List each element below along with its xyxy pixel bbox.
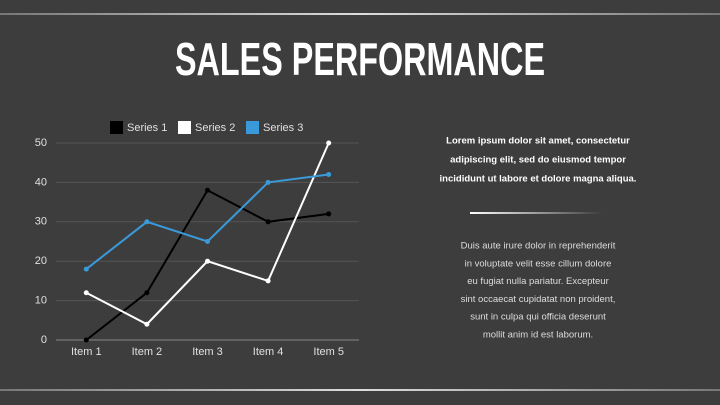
point [326, 172, 332, 178]
summary-line: Lorem ipsum dolor sit amet, consectetur [446, 136, 630, 147]
point [326, 140, 332, 146]
body-line: sunt in culpa qui officia deserunt [470, 312, 606, 323]
x-tick-label: Item 2 [132, 346, 163, 358]
legend-swatch [110, 121, 123, 134]
bottom-rule [0, 389, 720, 391]
slide-title: SALES PERFORMANCE [175, 33, 545, 85]
legend-label: Series 3 [263, 122, 303, 134]
point [83, 290, 89, 296]
top-rule [0, 13, 720, 15]
legend-swatch [246, 121, 259, 134]
point [265, 278, 271, 284]
y-tick-label: 40 [35, 176, 47, 188]
y-tick-label: 30 [35, 216, 47, 228]
body-line: sint occaecat cupidatat non proident, [461, 294, 616, 305]
summary-line: incididunt ut labore et dolore magna ali… [440, 174, 637, 185]
point [144, 219, 150, 225]
y-tick-label: 50 [35, 137, 47, 149]
point [144, 290, 150, 296]
body-line: mollit anim id est laborum. [483, 330, 593, 341]
body-line: eu fugiat nulla pariatur. Excepteur [467, 276, 609, 287]
point [265, 219, 271, 225]
series-line [85, 188, 329, 341]
x-tick-label: Item 3 [192, 346, 223, 358]
point [205, 258, 210, 264]
summary-line: adipiscing elit, sed do eiusmod tempor [450, 155, 626, 166]
y-tick-label: 20 [35, 255, 47, 267]
point [326, 211, 332, 217]
body-line: Duis aute irure dolor in reprehenderit [461, 241, 616, 252]
point [83, 266, 89, 272]
y-tick-label: 0 [41, 334, 47, 346]
point [205, 239, 210, 244]
legend-label: Series 2 [195, 122, 235, 134]
body-line: in voluptate velit esse cillum dolore [465, 258, 612, 269]
legend-label: Series 1 [127, 122, 167, 134]
point [83, 337, 89, 343]
x-tick-label: Item 4 [253, 346, 284, 358]
point [205, 187, 210, 193]
x-tick-label: Item 5 [313, 346, 344, 358]
point [144, 321, 150, 327]
series-line [85, 142, 330, 326]
y-tick-label: 10 [35, 295, 47, 307]
separator [470, 212, 602, 214]
point [265, 179, 271, 185]
legend-swatch [178, 121, 191, 134]
x-tick-label: Item 1 [71, 346, 102, 358]
